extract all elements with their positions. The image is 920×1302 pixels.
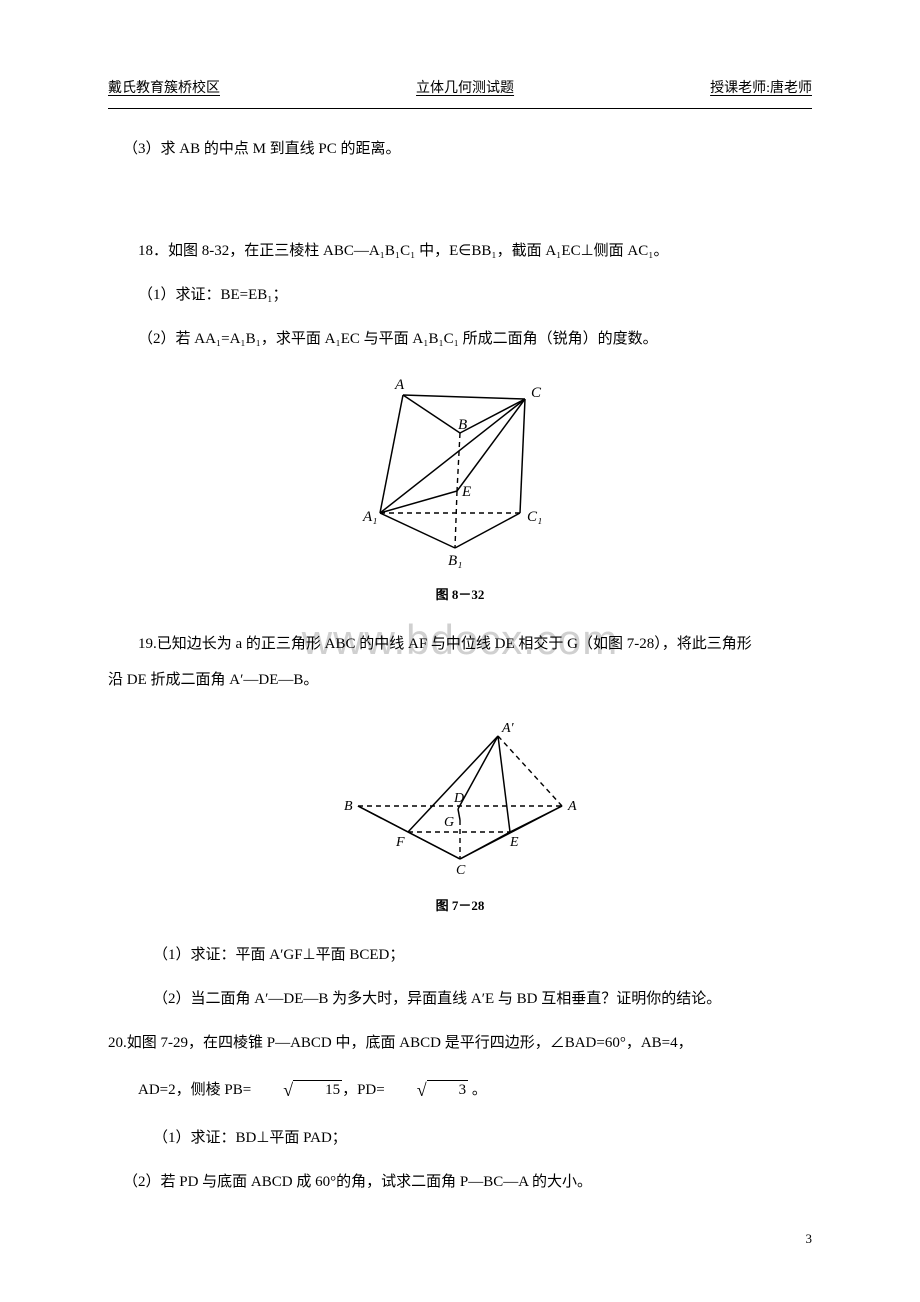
q20-intro-b-mid: ，PD= bbox=[342, 1082, 385, 1098]
sqrt-15: 15 bbox=[293, 1080, 342, 1099]
q18-intro: 18．如图 8-32，在正三棱柱 ABC—A₁B₁C₁ 中，E∈BB₁，截面 A… bbox=[108, 233, 812, 269]
header-center: 立体几何测试题 bbox=[416, 72, 514, 106]
label-E: E bbox=[461, 484, 471, 500]
label-G: G bbox=[444, 815, 454, 830]
q20-intro-b-pre: AD=2，侧棱 PB= bbox=[138, 1082, 251, 1098]
header-right: 授课老师:唐老师 bbox=[710, 72, 812, 106]
q20-intro-a: 20.如图 7-29，在四棱锥 P—ABCD 中，底面 ABCD 是平行四边形，… bbox=[108, 1025, 812, 1061]
label-C: C bbox=[531, 385, 542, 401]
q17-part3: （3）求 AB 的中点 M 到直线 PC 的距离。 bbox=[108, 131, 812, 167]
q18-part1: （1）求证：BE=EB₁； bbox=[108, 277, 812, 313]
figure-728-caption: 图 7－28 bbox=[108, 890, 812, 921]
page-header: 戴氏教育簇桥校区 立体几何测试题 授课老师:唐老师 bbox=[108, 72, 812, 109]
q20-part1: （1）求证：BD⊥平面 PAD； bbox=[108, 1120, 812, 1156]
page-number: 3 bbox=[806, 1223, 813, 1254]
label-D: D bbox=[453, 791, 464, 806]
label-C: C bbox=[456, 863, 466, 878]
q20-part2: （2）若 PD 与底面 ABCD 成 60°的角，试求二面角 P—BC—A 的大… bbox=[108, 1164, 812, 1200]
label-B1: B₁ bbox=[448, 553, 462, 569]
q20-intro-b-end: 。 bbox=[468, 1082, 487, 1098]
q18-part2: （2）若 AA₁=A₁B₁，求平面 A₁EC 与平面 A₁B₁C₁ 所成二面角（… bbox=[108, 321, 812, 357]
label-A: A bbox=[394, 377, 405, 393]
label-Ap: A′ bbox=[501, 721, 515, 736]
figure-832-caption: 图 8－32 bbox=[108, 579, 812, 610]
figure-7-28: A′ A B C D E F G 图 7－28 bbox=[108, 714, 812, 921]
label-B: B bbox=[458, 417, 467, 433]
label-E: E bbox=[509, 835, 519, 850]
q19-part2: （2）当二面角 A′—DE—B 为多大时，异面直线 A′E 与 BD 互相垂直？… bbox=[108, 981, 812, 1017]
q19-part1: （1）求证：平面 A′GF⊥平面 BCED； bbox=[108, 937, 812, 973]
label-F: F bbox=[395, 835, 405, 850]
figure-8-32: A C B A₁ C₁ B₁ E 图 8－32 bbox=[108, 373, 812, 610]
sqrt-3: 3 bbox=[427, 1080, 469, 1099]
header-left: 戴氏教育簇桥校区 bbox=[108, 72, 220, 106]
q19-intro-b: 沿 DE 折成二面角 A′—DE—B。 bbox=[108, 662, 812, 698]
label-C1: C₁ bbox=[527, 509, 542, 525]
q20-intro-b: AD=2，侧棱 PB=√15，PD=√3 。 bbox=[108, 1069, 812, 1112]
q19-intro-a: 19.已知边长为 a 的正三角形 ABC 的中线 AF 与中位线 DE 相交于 … bbox=[108, 626, 812, 662]
label-B: B bbox=[344, 799, 353, 814]
label-A1: A₁ bbox=[362, 509, 377, 525]
label-A: A bbox=[567, 799, 577, 814]
